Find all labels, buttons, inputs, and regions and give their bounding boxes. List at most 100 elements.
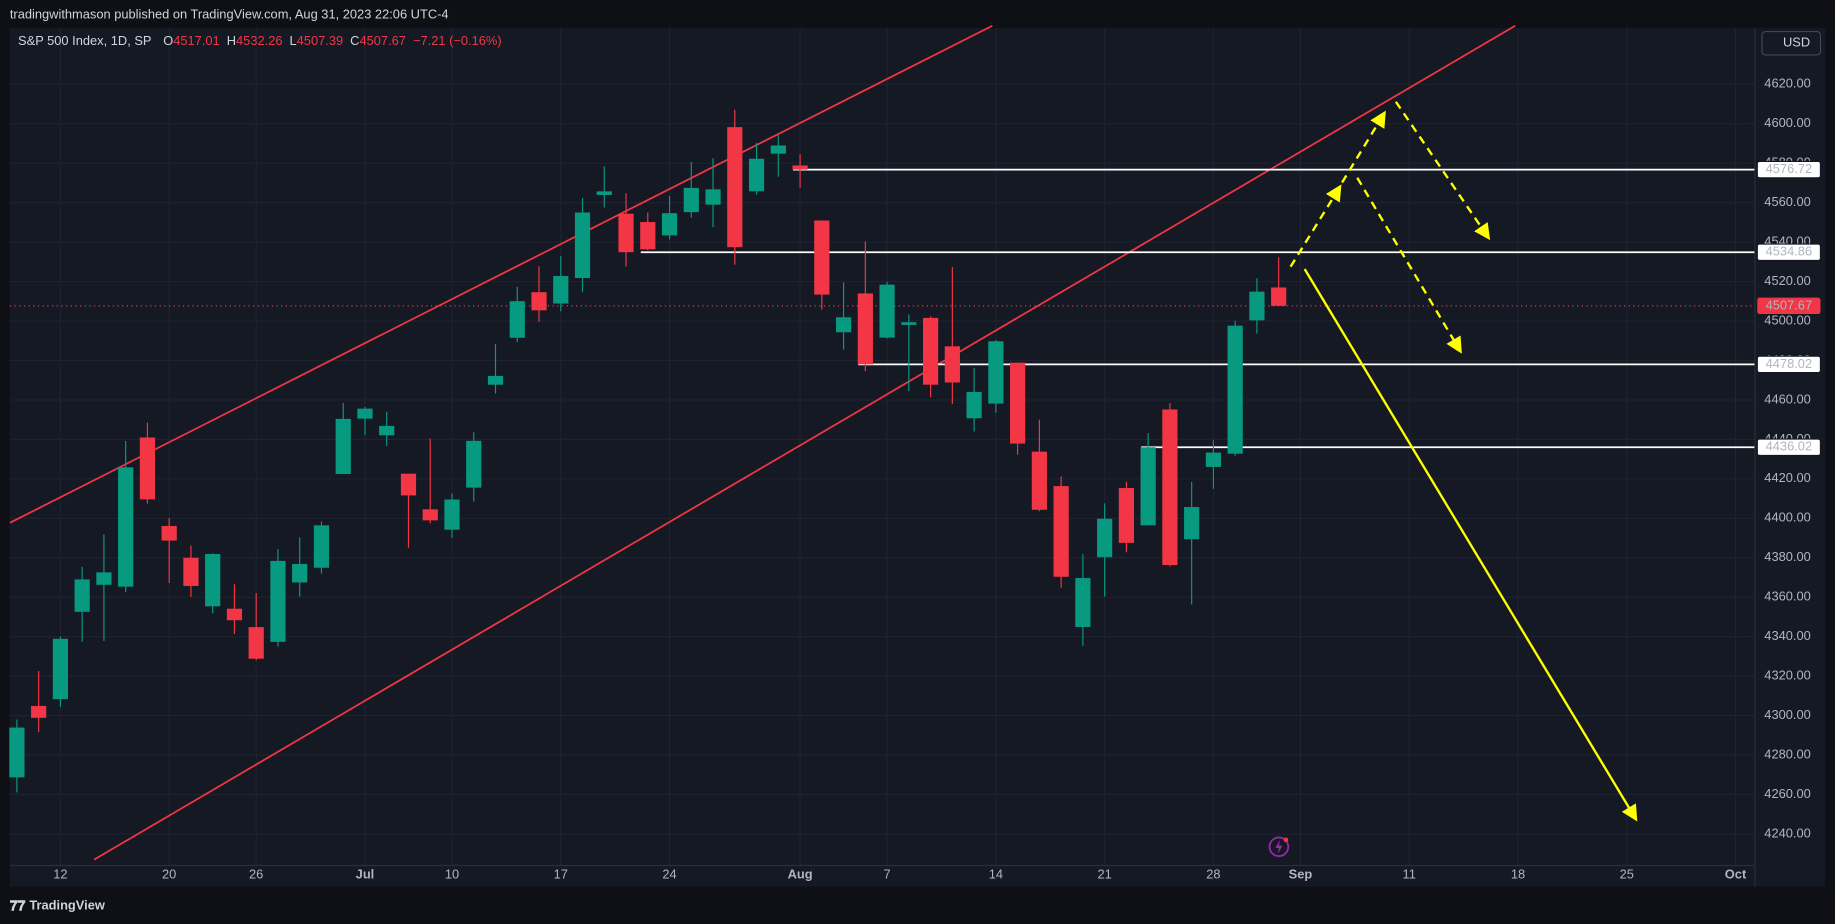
h-label: H [227,33,236,48]
candle-body [205,554,221,607]
candle-body [74,579,90,612]
grid [9,28,1755,866]
candle-body [879,284,895,338]
candle-body [96,572,112,585]
x-tick-label: Aug [788,866,813,881]
y-tick-label: 4260.00 [1764,786,1810,801]
candle-body [183,557,199,586]
candle-body [1075,578,1091,628]
last-price-label: 4507.67 [1766,297,1812,312]
candle-body [683,187,699,213]
x-tick-label: 10 [445,866,459,881]
x-tick-label: 14 [989,866,1003,881]
candle-body [1118,488,1134,543]
publisher: tradingwithmason published on TradingVie… [10,7,449,22]
candle-body [52,638,69,700]
candle-body [270,560,286,642]
candles [9,109,1287,793]
candle-body [1227,325,1243,454]
event-icon[interactable] [1268,836,1290,858]
candle-body [531,292,547,311]
channel-lower [93,24,1516,861]
brand: 𝟕𝟕 TradingView [10,897,106,913]
x-tick-label: 18 [1511,866,1525,881]
channel-upper [9,24,993,524]
candle-body [1053,486,1069,577]
y-tick-label: 4240.00 [1764,825,1810,840]
candle-body [357,408,373,419]
candle-body [313,525,330,568]
candle-body [618,213,634,253]
candle-body [792,165,808,170]
level-label-box [1756,160,1822,179]
y-tick-label: 4360.00 [1764,589,1810,604]
labels: 4576.72 4534.86 4478.02 4436.02 4507.67 [1756,160,1822,456]
candle-body [857,293,873,365]
candle-body [770,145,786,154]
y-tick-label: 4340.00 [1764,628,1810,643]
candle-body [1162,409,1178,566]
x-tick-label: 12 [53,866,67,881]
o-label: O [163,33,173,48]
candle-body [466,440,482,488]
candle-body [748,158,765,192]
candle-body [1031,451,1047,510]
arrow-dashed [1356,177,1462,354]
y-tick-label: 4620.00 [1764,76,1810,91]
change: −7.21 (−0.16%) [413,33,502,48]
y-tick-label: 4520.00 [1764,273,1810,288]
candle-body [139,437,156,500]
candle-body [509,301,525,338]
candle-body [1140,447,1156,526]
level-label: 4478.02 [1766,356,1812,371]
c-value: 4507.67 [359,33,405,48]
candle-body [1249,291,1265,321]
y-tick-label: 4420.00 [1764,470,1810,485]
candle-body [1271,287,1287,306]
candle-body [574,212,591,279]
legend-header: S&P 500 Index, 1D, SP O4517.01 H4532.26 L45… [18,33,502,48]
l-label: L [290,33,297,48]
candle-body [814,220,830,295]
candle-body [400,473,417,496]
candle-body [966,391,982,419]
x-tick-label: 20 [162,866,176,881]
candle-body [9,727,25,778]
candle-body [118,467,134,587]
candle-body [661,213,678,236]
y-tick-label: 4600.00 [1764,115,1810,130]
symbol: S&P 500 Index, 1D, SP [18,33,151,48]
level-label-box [1756,243,1822,261]
candle-body [292,563,308,583]
c-label: C [350,33,359,48]
y-tick-label: 4400.00 [1764,510,1810,525]
currency-button[interactable] [1761,30,1822,56]
candle-body [248,627,264,659]
candle-body [835,317,852,333]
candle-body [335,418,351,475]
candle-body [988,341,1004,404]
y-tick-label: 4280.00 [1764,746,1810,761]
candle-body [1205,452,1222,467]
x-tick-label: 21 [1097,866,1111,881]
candle-body [922,317,939,385]
level-label: 4534.86 [1766,244,1812,259]
x-tick-label: Oct [1725,866,1747,881]
level-label-box [1756,438,1822,456]
drawings [9,24,1516,861]
candle-body [379,425,395,436]
candle-body [31,705,47,718]
candle-body [226,608,243,621]
level-label: 4436.02 [1766,439,1812,454]
currency[interactable]: USD [1783,35,1810,50]
candle-body [422,509,438,521]
candle-body [705,189,721,205]
candle-body [1010,362,1026,444]
x-tick-label: 28 [1206,866,1220,881]
y-tick-label: 4380.00 [1764,549,1810,564]
y-tick-label: 4560.00 [1764,194,1810,209]
candle-body [553,276,569,304]
candle-body [444,499,460,530]
candle-body [487,375,504,385]
